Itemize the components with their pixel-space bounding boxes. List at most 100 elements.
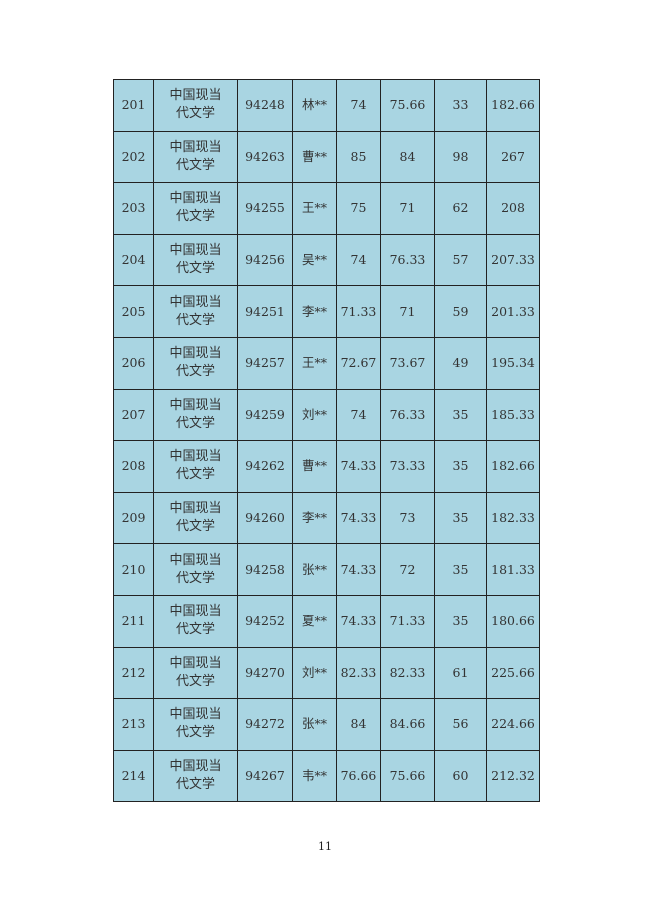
total-score-cell: 182.33	[486, 491, 540, 545]
subject-cell: 中国现当 代文学	[153, 388, 238, 442]
total-score-cell: 195.34	[486, 336, 540, 390]
table-row: 203 中国现当 代文学 94255 王** 75 71 62 208	[113, 182, 540, 235]
table-row: 207 中国现当 代文学 94259 刘** 74 76.33 35 185.33	[113, 388, 540, 442]
row-number-cell: 207	[113, 388, 154, 442]
total-score-cell: 201.33	[486, 285, 540, 338]
total-score-cell: 185.33	[486, 388, 540, 442]
row-number-cell: 211	[113, 594, 154, 648]
table-row: 210 中国现当 代文学 94258 张** 74.33 72 35 181.33	[113, 543, 540, 596]
score-3-cell: 62	[434, 182, 487, 235]
score-1-cell: 85	[336, 130, 381, 184]
score-3-cell: 56	[434, 698, 487, 751]
table-row: 204 中国现当 代文学 94256 吴** 74 76.33 57 207.33	[113, 233, 540, 287]
row-number-cell: 212	[113, 646, 154, 700]
table-row: 211 中国现当 代文学 94252 夏** 74.33 71.33 35 180.66	[113, 594, 540, 648]
subject-cell: 中国现当 代文学	[153, 698, 238, 751]
total-score-cell: 182.66	[486, 79, 540, 132]
student-name-cell: 王**	[292, 336, 337, 390]
score-1-cell: 74.33	[336, 440, 381, 493]
student-name-cell: 李**	[292, 491, 337, 545]
table-row: 213 中国现当 代文学 94272 张** 84 84.66 56 224.66	[113, 698, 540, 751]
score-3-cell: 35	[434, 543, 487, 596]
row-number-cell: 206	[113, 336, 154, 390]
table-row: 201 中国现当 代文学 94248 林** 74 75.66 33 182.66	[113, 79, 540, 132]
score-table: 201 中国现当 代文学 94248 林** 74 75.66 33 182.66 202 中国现当…	[113, 79, 540, 803]
score-3-cell: 59	[434, 285, 487, 338]
table-row: 206 中国现当 代文学 94257 王** 72.67 73.67 49 195.34	[113, 336, 540, 390]
score-1-cell: 74	[336, 388, 381, 442]
score-1-cell: 82.33	[336, 646, 381, 700]
score-1-cell: 84	[336, 698, 381, 751]
row-number-cell: 205	[113, 285, 154, 338]
subject-cell: 中国现当 代文学	[153, 182, 238, 235]
score-2-cell: 75.66	[380, 749, 435, 803]
subject-cell: 中国现当 代文学	[153, 130, 238, 184]
score-3-cell: 35	[434, 388, 487, 442]
total-score-cell: 181.33	[486, 543, 540, 596]
subject-cell: 中国现当 代文学	[153, 594, 238, 648]
score-1-cell: 75	[336, 182, 381, 235]
student-name-cell: 林**	[292, 79, 337, 132]
row-number-cell: 203	[113, 182, 154, 235]
score-3-cell: 35	[434, 594, 487, 648]
row-number-cell: 210	[113, 543, 154, 596]
student-name-cell: 吴**	[292, 233, 337, 287]
score-2-cell: 71	[380, 285, 435, 338]
table-row: 205 中国现当 代文学 94251 李** 71.33 71 59 201.33	[113, 285, 540, 338]
total-score-cell: 267	[486, 130, 540, 184]
score-3-cell: 61	[434, 646, 487, 700]
exam-id-cell: 94259	[237, 388, 293, 442]
exam-id-cell: 94263	[237, 130, 293, 184]
table-body: 201 中国现当 代文学 94248 林** 74 75.66 33 182.66 202 中国现当…	[113, 79, 540, 803]
total-score-cell: 180.66	[486, 594, 540, 648]
total-score-cell: 182.66	[486, 440, 540, 493]
score-2-cell: 76.33	[380, 233, 435, 287]
subject-cell: 中国现当 代文学	[153, 233, 238, 287]
subject-cell: 中国现当 代文学	[153, 543, 238, 596]
total-score-cell: 224.66	[486, 698, 540, 751]
score-2-cell: 71	[380, 182, 435, 235]
student-name-cell: 夏**	[292, 594, 337, 648]
total-score-cell: 212.32	[486, 749, 540, 803]
total-score-cell: 207.33	[486, 233, 540, 287]
score-3-cell: 33	[434, 79, 487, 132]
subject-cell: 中国现当 代文学	[153, 285, 238, 338]
table-row: 208 中国现当 代文学 94262 曹** 74.33 73.33 35 182.66	[113, 440, 540, 493]
score-1-cell: 72.67	[336, 336, 381, 390]
score-2-cell: 71.33	[380, 594, 435, 648]
row-number-cell: 213	[113, 698, 154, 751]
row-number-cell: 208	[113, 440, 154, 493]
score-1-cell: 74	[336, 233, 381, 287]
row-number-cell: 204	[113, 233, 154, 287]
exam-id-cell: 94258	[237, 543, 293, 596]
subject-cell: 中国现当 代文学	[153, 491, 238, 545]
subject-cell: 中国现当 代文学	[153, 440, 238, 493]
student-name-cell: 刘**	[292, 646, 337, 700]
subject-cell: 中国现当 代文学	[153, 336, 238, 390]
row-number-cell: 214	[113, 749, 154, 803]
student-name-cell: 刘**	[292, 388, 337, 442]
student-name-cell: 王**	[292, 182, 337, 235]
score-2-cell: 72	[380, 543, 435, 596]
score-2-cell: 73	[380, 491, 435, 545]
table-row: 202 中国现当 代文学 94263 曹** 85 84 98 267	[113, 130, 540, 184]
page-number: 11	[318, 840, 332, 853]
subject-cell: 中国现当 代文学	[153, 749, 238, 803]
score-2-cell: 82.33	[380, 646, 435, 700]
score-1-cell: 71.33	[336, 285, 381, 338]
score-3-cell: 60	[434, 749, 487, 803]
score-2-cell: 73.33	[380, 440, 435, 493]
table-row: 209 中国现当 代文学 94260 李** 74.33 73 35 182.33	[113, 491, 540, 545]
score-1-cell: 76.66	[336, 749, 381, 803]
score-2-cell: 84	[380, 130, 435, 184]
student-name-cell: 李**	[292, 285, 337, 338]
row-number-cell: 209	[113, 491, 154, 545]
exam-id-cell: 94260	[237, 491, 293, 545]
exam-id-cell: 94270	[237, 646, 293, 700]
exam-id-cell: 94252	[237, 594, 293, 648]
table-row: 214 中国现当 代文学 94267 韦** 76.66 75.66 60 212.32	[113, 749, 540, 803]
row-number-cell: 202	[113, 130, 154, 184]
score-3-cell: 49	[434, 336, 487, 390]
student-name-cell: 韦**	[292, 749, 337, 803]
score-2-cell: 75.66	[380, 79, 435, 132]
